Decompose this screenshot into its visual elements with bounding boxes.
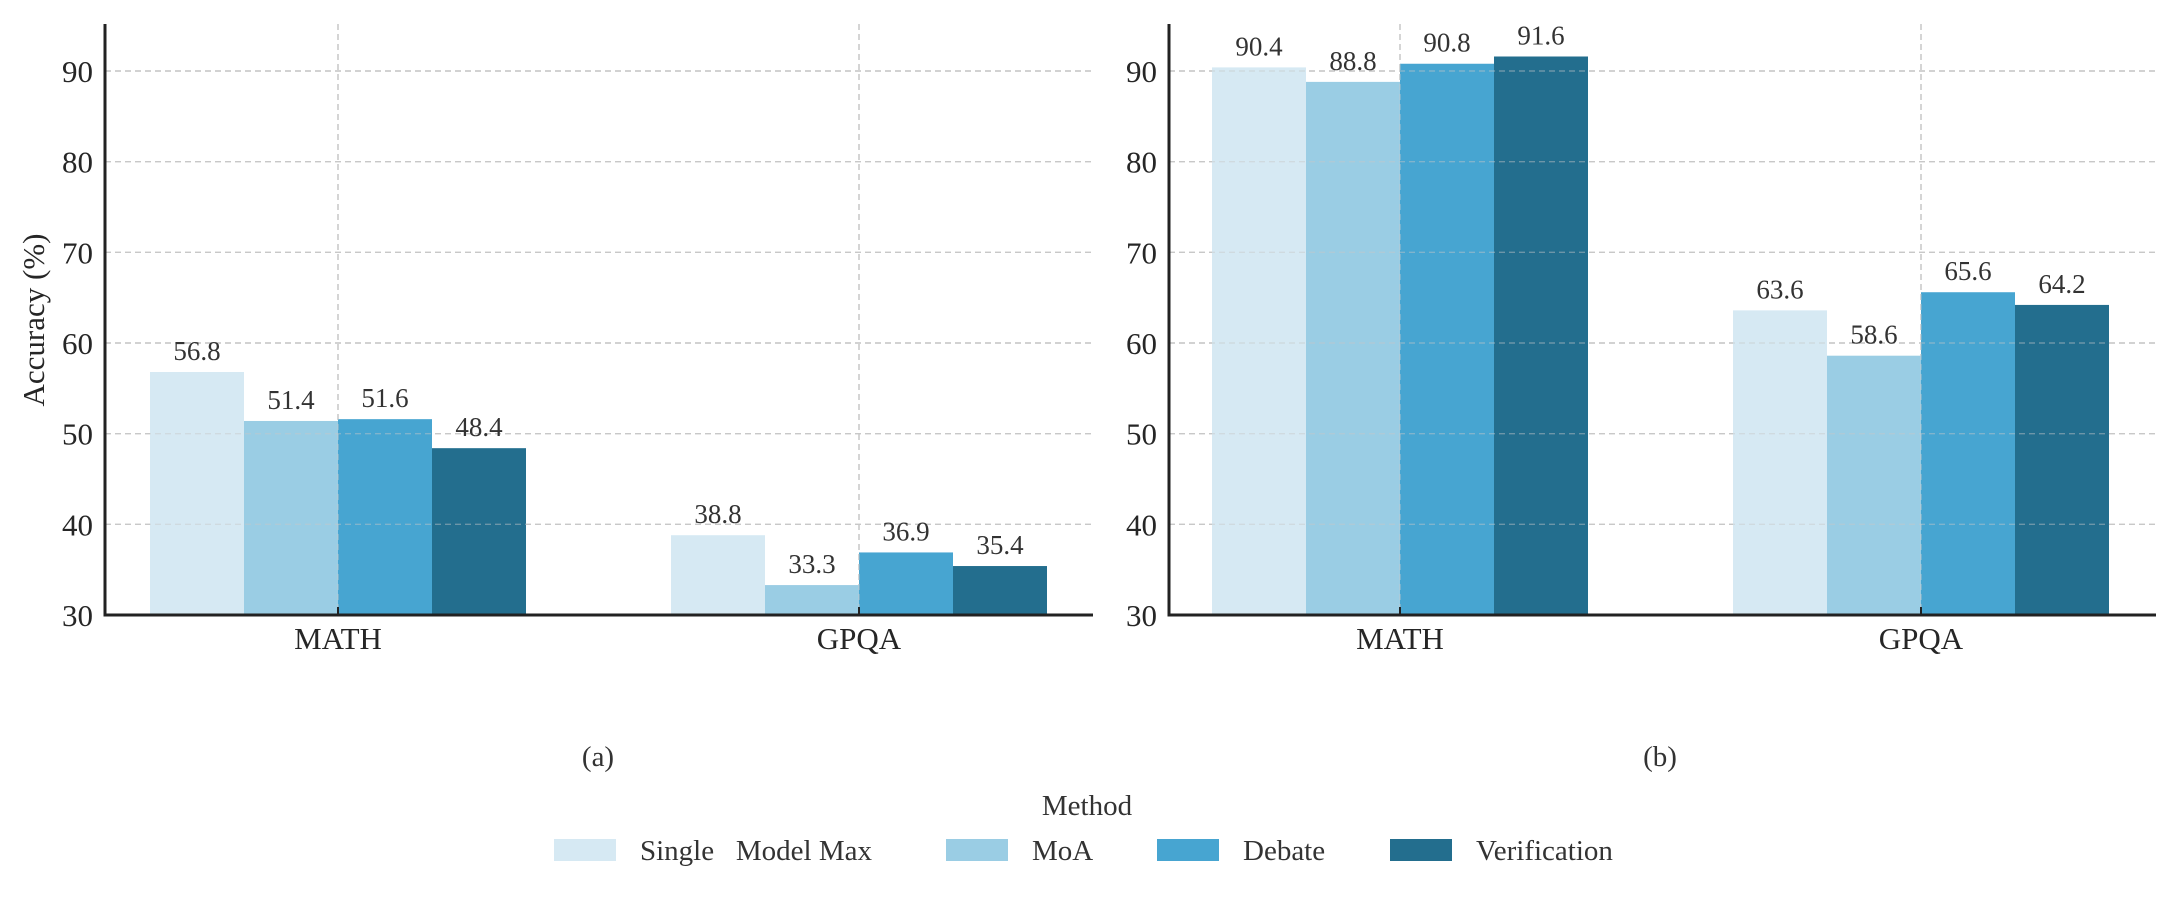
y-tick-label: 60 [1126, 326, 1157, 361]
bar-value-label: 90.8 [1423, 28, 1470, 58]
bar-value-label: 64.2 [2038, 269, 2085, 299]
bar-single-model-max-gpqa [671, 535, 765, 615]
x-tick-label: MATH [1356, 621, 1444, 656]
x-tick-label: GPQA [817, 621, 902, 656]
legend-label-single-model-max: Single Model Max [640, 835, 872, 867]
bar-moa-gpqa [765, 585, 859, 615]
bar-moa-math [244, 420, 338, 615]
legend-label-moa: MoA [1032, 835, 1093, 867]
y-tick-label: 60 [62, 326, 93, 361]
bar-debate-math [338, 419, 432, 615]
bar-debate-gpqa [1921, 292, 2015, 615]
bar-value-label: 58.6 [1850, 320, 1897, 350]
bar-value-label: 56.8 [173, 336, 220, 366]
bar-verification-math [432, 448, 526, 615]
y-tick-label: 70 [1126, 235, 1157, 270]
bar-verification-gpqa [2015, 304, 2109, 615]
legend-swatch-verification [1390, 839, 1452, 861]
panel-b: 30 40 50 60 70 80 90 90.4 63.6 88.8 58.6 90.8 65.6 91… [1126, 20, 2156, 656]
bar-value-label: 48.4 [455, 412, 503, 442]
legend-label-debate: Debate [1243, 835, 1325, 867]
y-tick-label: 50 [62, 417, 93, 452]
bar-verification-gpqa [953, 566, 1047, 615]
bar-value-label: 63.6 [1756, 274, 1803, 304]
y-tick-label: 70 [62, 235, 93, 270]
y-tick-label: 40 [62, 507, 93, 542]
bar-debate-gpqa [859, 552, 953, 615]
bar-value-label: 35.4 [976, 530, 1024, 560]
legend: Method Single Model Max MoA Debate Verif… [554, 790, 1613, 867]
y-tick-label: 30 [1126, 598, 1157, 633]
y-tick-label: 40 [1126, 507, 1157, 542]
y-tick-label: 30 [62, 598, 93, 633]
bar-moa-gpqa [1827, 355, 1921, 615]
legend-swatch-moa [946, 839, 1008, 861]
x-tick-label: MATH [294, 621, 382, 656]
bar-value-label: 36.9 [882, 516, 929, 546]
bar-value-label: 88.8 [1329, 46, 1376, 76]
bar-debate-math [1400, 63, 1494, 616]
bar-value-label: 65.6 [1944, 256, 1991, 286]
bar-single-model-max-math [1212, 67, 1306, 615]
bar-value-label: 51.6 [361, 383, 408, 413]
bar-value-label: 33.3 [788, 549, 835, 579]
legend-item-moa: MoA [946, 835, 1093, 867]
y-tick-label: 50 [1126, 417, 1157, 452]
y-tick-label: 80 [1126, 145, 1157, 180]
legend-item-debate: Debate [1157, 835, 1325, 867]
legend-item-single-model-max: Single Model Max [554, 835, 872, 867]
legend-item-verification: Verification [1390, 835, 1613, 867]
legend-swatch-debate [1157, 839, 1219, 861]
x-tick-label: GPQA [1879, 621, 1964, 656]
bar-value-label: 91.6 [1517, 20, 1564, 50]
legend-swatch-single-model-max [554, 839, 616, 861]
panel-b-caption: (b) [1643, 741, 1677, 773]
bar-single-model-max-gpqa [1733, 310, 1827, 615]
y-tick-label: 90 [62, 54, 93, 89]
panel-a: 30 40 50 60 70 80 90 56.8 38.8 51.4 33.3 51.6 36.9 48… [62, 24, 1093, 656]
y-axis-label: Accuracy (%) [16, 234, 51, 407]
bar-moa-math [1306, 81, 1400, 615]
y-tick-label: 90 [1126, 54, 1157, 89]
bar-value-label: 90.4 [1235, 31, 1283, 61]
bar-single-model-max-math [150, 372, 244, 615]
bar-verification-math [1494, 56, 1588, 615]
legend-title: Method [1042, 790, 1133, 822]
y-tick-label: 80 [62, 145, 93, 180]
legend-label-verification: Verification [1476, 835, 1613, 867]
panel-a-caption: (a) [582, 741, 614, 773]
bar-value-label: 51.4 [267, 385, 315, 415]
bar-value-label: 38.8 [694, 499, 741, 529]
